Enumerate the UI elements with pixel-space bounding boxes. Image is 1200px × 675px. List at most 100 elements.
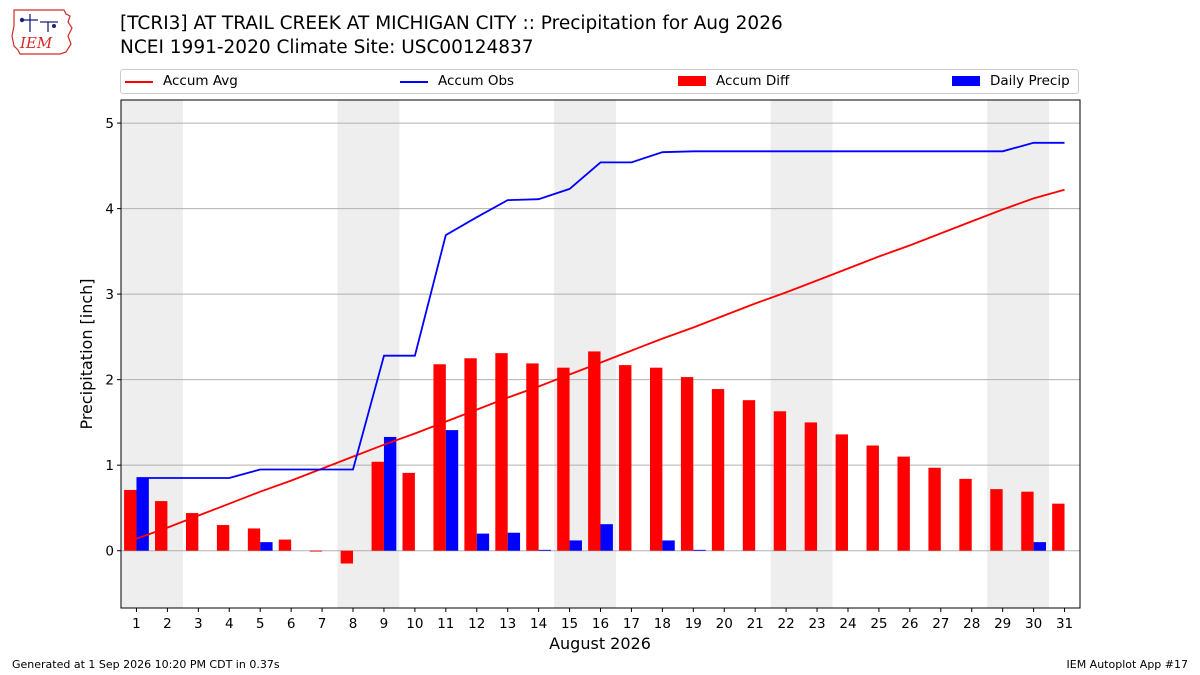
weekend-bands [121,100,1050,608]
accum-diff-bar [495,353,508,551]
x-tick-label: 14 [530,616,547,632]
daily-precip-bar [693,549,706,551]
legend-label-accum-avg: Accum Avg [163,73,238,89]
series-lines [136,141,1065,540]
accum-diff-bar [371,461,384,551]
x-tick-label: 18 [654,616,671,632]
x-tick-label: 22 [778,616,795,632]
accum-diff-bar [897,456,910,551]
app-id: IEM Autoplot App #17 [1066,658,1189,671]
daily-precip-bar [662,540,675,551]
accum-diff-bar [402,472,415,551]
accum-diff-bar [557,367,570,551]
y-tick-label: 4 [105,202,114,218]
y-tick-label: 2 [105,373,114,389]
daily-precip-bar [476,533,490,551]
x-tick-label: 23 [808,616,825,632]
accum-diff-bar [1021,491,1034,551]
weather-instrument-icon [22,14,58,32]
accum-diff-bar [835,434,848,551]
x-tick-label: 6 [287,616,296,632]
accum-diff-bar [155,501,168,551]
legend-label-accum-diff: Accum Diff [716,73,790,89]
accum-diff-bar [340,550,354,564]
logo-text: IEM [19,34,53,52]
accum-diff-bar [124,489,137,551]
chart-title: [TCRI3] AT TRAIL CREEK AT MICHIGAN CITY … [120,13,783,34]
x-tick-label: 10 [406,616,423,632]
x-axis-label: August 2026 [549,634,651,653]
x-tick-label: 20 [716,616,733,632]
bars [124,351,1065,564]
x-tick-label: 19 [685,616,702,632]
x-tick-label: 27 [932,616,949,632]
daily-precip-bar [1033,542,1046,551]
legend: Accum Avg Accum Obs Accum Diff Daily Pre… [120,69,1079,94]
x-tick-label: 1 [132,616,141,632]
y-tick-label: 5 [105,116,114,132]
generated-timestamp: Generated at 1 Sep 2026 10:20 PM CDT in … [12,658,280,671]
x-tick-label: 9 [380,616,389,632]
x-tick-label: 30 [1025,616,1042,632]
iem-logo: IEM [11,9,73,55]
accum-diff-bar [247,528,261,551]
legend-swatch-daily-precip [952,76,980,86]
accum-diff-bar [866,445,879,551]
x-tick-label: 13 [499,616,516,632]
accum-diff-bar [588,351,601,551]
legend-label-daily-precip: Daily Precip [990,73,1070,89]
chart-subtitle: NCEI 1991-2020 Climate Site: USC00124837 [120,37,534,58]
x-tick-label: 16 [592,616,609,632]
x-tick-label: 17 [623,616,640,632]
legend-swatch-accum-diff [678,76,706,86]
y-axis-label: Precipitation [inch] [77,278,96,429]
y-tick-label: 3 [105,287,114,303]
daily-precip-bar [445,430,459,551]
y-tick-label: 0 [105,544,114,560]
accum-obs-line [136,141,1065,479]
legend-label-accum-obs: Accum Obs [438,73,515,89]
daily-precip-bar [569,540,582,551]
daily-precip-bar [136,478,149,551]
legend-swatch-accum-obs [400,81,428,83]
accum-diff-bar [619,365,632,551]
daily-precip-bar [260,542,273,551]
daily-precip-bar [507,532,521,551]
accum-avg-line [136,188,1065,540]
x-tick-label: 26 [901,616,918,632]
accum-diff-bar [278,539,292,551]
daily-precip-bar [600,524,613,551]
x-tick-label: 5 [256,616,265,632]
accum-diff-bar [711,389,725,551]
x-tick-label: 28 [963,616,980,632]
accum-diff-bar [185,513,199,551]
daily-precip-bar [383,436,397,551]
accum-diff-bar [959,478,972,551]
x-tick-label: 11 [437,616,454,632]
legend-swatch-accum-avg [125,81,153,83]
accum-diff-bar [742,400,756,551]
x-tick-label: 3 [194,616,203,632]
y-tick-label: 1 [105,458,114,474]
accum-diff-bar [804,422,818,551]
daily-precip-bar [538,549,552,551]
accum-diff-bar [433,364,446,551]
accum-diff-bar [928,467,941,551]
accum-diff-bar [216,525,230,551]
x-tick-label: 15 [561,616,578,632]
accum-diff-bar [990,489,1003,551]
x-tick-label: 12 [468,616,485,632]
accum-diff-bar [680,377,694,551]
accum-diff-bar [1052,503,1065,551]
x-tick-label: 29 [994,616,1011,632]
x-tick-label: 7 [318,616,327,632]
x-tick-label: 2 [163,616,172,632]
x-tick-label: 4 [225,616,234,632]
accum-diff-bar [649,367,663,551]
x-tick-label: 8 [349,616,358,632]
x-tick-label: 31 [1056,616,1073,632]
accum-diff-bar [773,411,787,551]
x-tick-label: 21 [747,616,764,632]
